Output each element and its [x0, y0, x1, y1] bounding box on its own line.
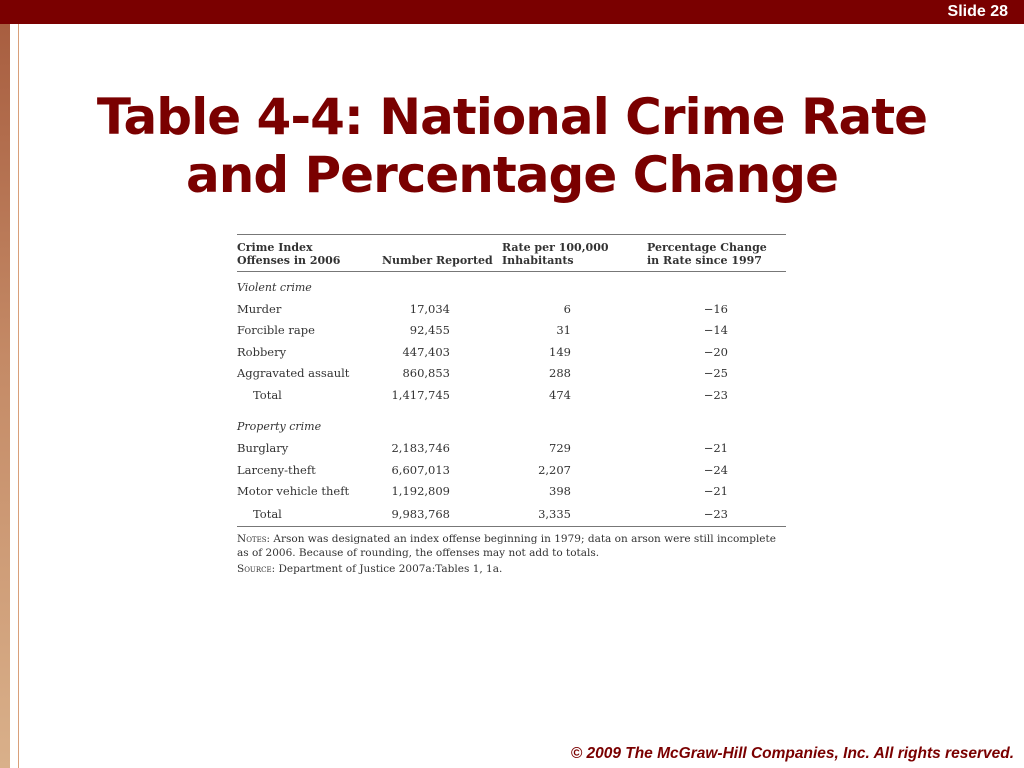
- table-row: Motor vehicle theft 1,192,809 398 −21: [237, 481, 786, 503]
- side-divider-line: [18, 24, 19, 768]
- offense-cell: Larceny-theft: [237, 462, 316, 477]
- header-rate: Rate per 100,000 Inhabitants: [502, 234, 647, 272]
- offense-cell: Murder: [237, 301, 282, 316]
- table-row: Murder 17,034 6 −16: [237, 298, 786, 320]
- change-cell: −25: [703, 366, 728, 381]
- offense-cell: Total: [253, 387, 282, 402]
- number-cell: 1,417,745: [391, 387, 450, 402]
- number-cell: 92,455: [409, 323, 450, 338]
- change-cell: −21: [703, 441, 728, 456]
- rate-cell: 2,207: [538, 462, 571, 477]
- rate-cell: 6: [563, 301, 571, 316]
- source-text: : Department of Justice 2007a:Tables 1, …: [271, 563, 503, 575]
- header-percentage-change: Percentage Change in Rate since 1997: [647, 234, 786, 272]
- table-row: Burglary 2,183,746 729 −21: [237, 438, 786, 460]
- header-offenses: Crime Index Offenses in 2006: [237, 234, 382, 272]
- number-cell: 860,853: [402, 366, 450, 381]
- source-paragraph: Source: Department of Justice 2007a:Tabl…: [237, 563, 786, 577]
- number-cell: 447,403: [402, 344, 450, 359]
- crime-table-grid: Crime Index Offenses in 2006 Number Repo…: [237, 234, 786, 527]
- table-row: Aggravated assault 860,853 288 −25: [237, 363, 786, 385]
- title-line-2: and Percentage Change: [186, 146, 839, 204]
- number-cell: 2,183,746: [391, 441, 450, 456]
- offense-cell: Motor vehicle theft: [237, 484, 350, 499]
- side-bar: [0, 24, 10, 768]
- notes-paragraph: Notes: Arson was designated an index off…: [237, 533, 786, 560]
- table-row: Larceny-theft 6,607,013 2,207 −24: [237, 459, 786, 481]
- number-cell: 1,192,809: [391, 484, 450, 499]
- number-cell: 9,983,768: [382, 502, 502, 527]
- section-label-violent: Violent crime: [237, 280, 312, 294]
- change-cell: −20: [703, 344, 728, 359]
- offense-cell: Aggravated assault: [237, 366, 350, 381]
- total-row-violent: Total 1,417,745 474 −23: [237, 384, 786, 406]
- change-cell: −21: [703, 484, 728, 499]
- rate-cell: 474: [549, 387, 571, 402]
- change-cell: −16: [703, 301, 728, 316]
- table-row: Forcible rape 92,455 31 −14: [237, 320, 786, 342]
- change-cell: −23: [703, 387, 728, 402]
- number-cell: 17,034: [409, 301, 450, 316]
- copyright-footer: © 2009 The McGraw-Hill Companies, Inc. A…: [570, 745, 1014, 762]
- number-cell: 6,607,013: [391, 462, 450, 477]
- rate-cell: 31: [556, 323, 571, 338]
- notes-text: : Arson was designated an index offense …: [237, 533, 776, 559]
- table-row: Robbery 447,403 149 −20: [237, 341, 786, 363]
- offense-cell: Forcible rape: [237, 323, 315, 338]
- table-notes: Notes: Arson was designated an index off…: [237, 533, 786, 577]
- top-bar: Slide 28: [0, 0, 1024, 24]
- offense-cell: Burglary: [237, 441, 289, 456]
- total-row-property: Total 9,983,768 3,335 −23: [237, 502, 786, 527]
- offense-cell: Robbery: [237, 344, 287, 359]
- table-header-row: Crime Index Offenses in 2006 Number Repo…: [237, 234, 786, 272]
- rate-cell: 3,335: [502, 502, 647, 527]
- rate-cell: 288: [549, 366, 571, 381]
- offense-cell: Total: [237, 502, 382, 527]
- source-label: Source: [237, 563, 272, 575]
- title-line-1: Table 4-4: National Crime Rate: [96, 88, 928, 146]
- rate-cell: 729: [549, 441, 571, 456]
- change-cell: −14: [703, 323, 728, 338]
- slide-title: Table 4-4: National Crime Rate and Perce…: [60, 88, 964, 204]
- rate-cell: 398: [549, 484, 571, 499]
- notes-label: Notes: [237, 533, 267, 545]
- rate-cell: 149: [549, 344, 571, 359]
- section-label-property: Property crime: [237, 420, 322, 433]
- change-cell: −24: [703, 462, 728, 477]
- section-row-violent: Violent crime: [237, 272, 786, 299]
- slide-number: Slide 28: [947, 3, 1008, 20]
- change-cell: −23: [647, 502, 786, 527]
- crime-table: Crime Index Offenses in 2006 Number Repo…: [237, 234, 786, 580]
- section-row-property: Property crime: [237, 412, 786, 438]
- header-number-reported: Number Reported: [382, 234, 502, 272]
